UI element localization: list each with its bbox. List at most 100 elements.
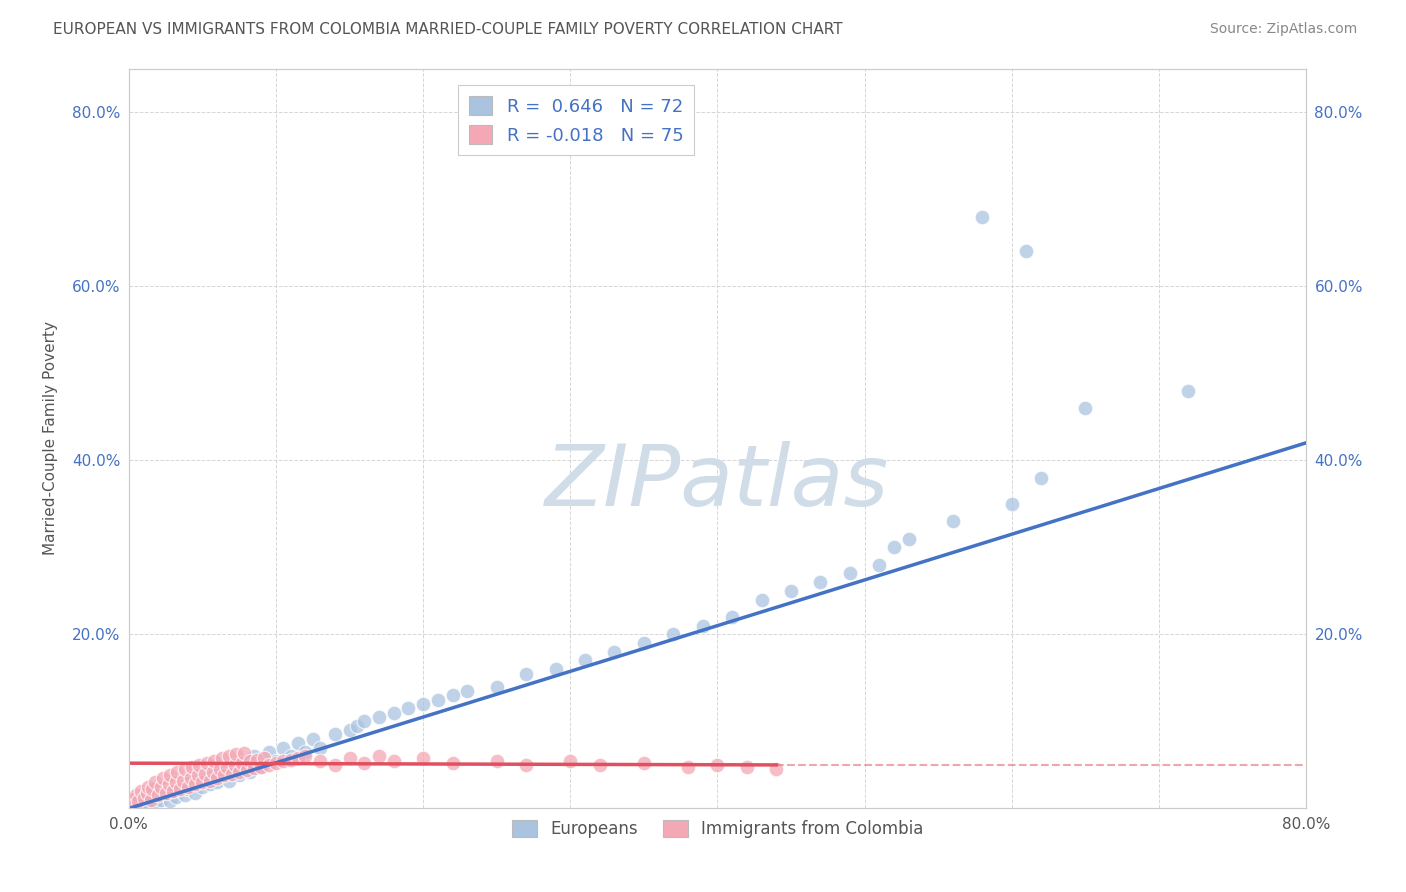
Point — [238, 755, 260, 769]
Point — [294, 749, 316, 764]
Point — [368, 710, 391, 724]
Point — [225, 747, 247, 762]
Point — [218, 773, 240, 788]
Point — [177, 782, 200, 797]
Point — [264, 754, 287, 768]
Point — [125, 793, 148, 807]
Point — [180, 775, 202, 789]
Point — [169, 782, 191, 797]
Point — [202, 766, 225, 780]
Point — [676, 759, 699, 773]
Point — [294, 745, 316, 759]
Point — [205, 771, 228, 785]
Point — [309, 740, 332, 755]
Point — [972, 210, 994, 224]
Point — [589, 758, 612, 772]
Point — [485, 754, 508, 768]
Point — [280, 753, 302, 767]
Point — [1001, 497, 1024, 511]
Point — [198, 773, 221, 788]
Point — [382, 706, 405, 720]
Point — [231, 756, 253, 771]
Point — [1177, 384, 1199, 398]
Point — [309, 754, 332, 768]
Point — [897, 532, 920, 546]
Point — [243, 749, 266, 764]
Point — [560, 754, 582, 768]
Point — [238, 764, 260, 779]
Point — [287, 751, 309, 765]
Point — [139, 791, 162, 805]
Point — [264, 756, 287, 771]
Point — [159, 795, 181, 809]
Point — [211, 751, 233, 765]
Point — [273, 755, 295, 769]
Point — [603, 645, 626, 659]
Point — [273, 740, 295, 755]
Point — [765, 762, 787, 776]
Point — [132, 795, 155, 809]
Point — [735, 759, 758, 773]
Point — [574, 653, 596, 667]
Point — [751, 592, 773, 607]
Point — [162, 784, 184, 798]
Point — [135, 798, 157, 813]
Point — [323, 727, 346, 741]
Point — [194, 766, 217, 780]
Point — [456, 684, 478, 698]
Point — [368, 749, 391, 764]
Point — [169, 780, 191, 794]
Point — [441, 756, 464, 771]
Point — [129, 784, 152, 798]
Point — [633, 756, 655, 771]
Point — [228, 764, 250, 779]
Point — [150, 780, 173, 794]
Point — [280, 749, 302, 764]
Point — [426, 692, 449, 706]
Point — [257, 758, 280, 772]
Point — [1031, 470, 1053, 484]
Point — [662, 627, 685, 641]
Point — [181, 759, 204, 773]
Point — [235, 763, 257, 777]
Point — [544, 662, 567, 676]
Point — [633, 636, 655, 650]
Point — [382, 754, 405, 768]
Point — [180, 771, 202, 785]
Point — [184, 786, 207, 800]
Point — [412, 697, 434, 711]
Point — [191, 775, 214, 789]
Text: EUROPEAN VS IMMIGRANTS FROM COLOMBIA MARRIED-COUPLE FAMILY POVERTY CORRELATION C: EUROPEAN VS IMMIGRANTS FROM COLOMBIA MAR… — [53, 22, 844, 37]
Point — [187, 768, 209, 782]
Point — [143, 775, 166, 789]
Point — [217, 759, 239, 773]
Point — [346, 719, 368, 733]
Point — [692, 618, 714, 632]
Point — [232, 746, 254, 760]
Text: ZIPatlas: ZIPatlas — [546, 442, 890, 524]
Point — [221, 758, 243, 772]
Point — [883, 541, 905, 555]
Point — [195, 756, 218, 771]
Point — [706, 758, 728, 772]
Point — [143, 796, 166, 810]
Point — [165, 775, 187, 789]
Point — [838, 566, 860, 581]
Point — [172, 773, 194, 788]
Point — [201, 764, 224, 779]
Point — [188, 758, 211, 772]
Point — [141, 782, 163, 797]
Point — [810, 575, 832, 590]
Point — [301, 731, 323, 746]
Point — [441, 688, 464, 702]
Point — [323, 758, 346, 772]
Point — [257, 745, 280, 759]
Point — [250, 759, 273, 773]
Point — [132, 791, 155, 805]
Point — [218, 749, 240, 764]
Point — [287, 736, 309, 750]
Point — [135, 786, 157, 800]
Point — [148, 789, 170, 803]
Point — [150, 793, 173, 807]
Point — [339, 751, 361, 765]
